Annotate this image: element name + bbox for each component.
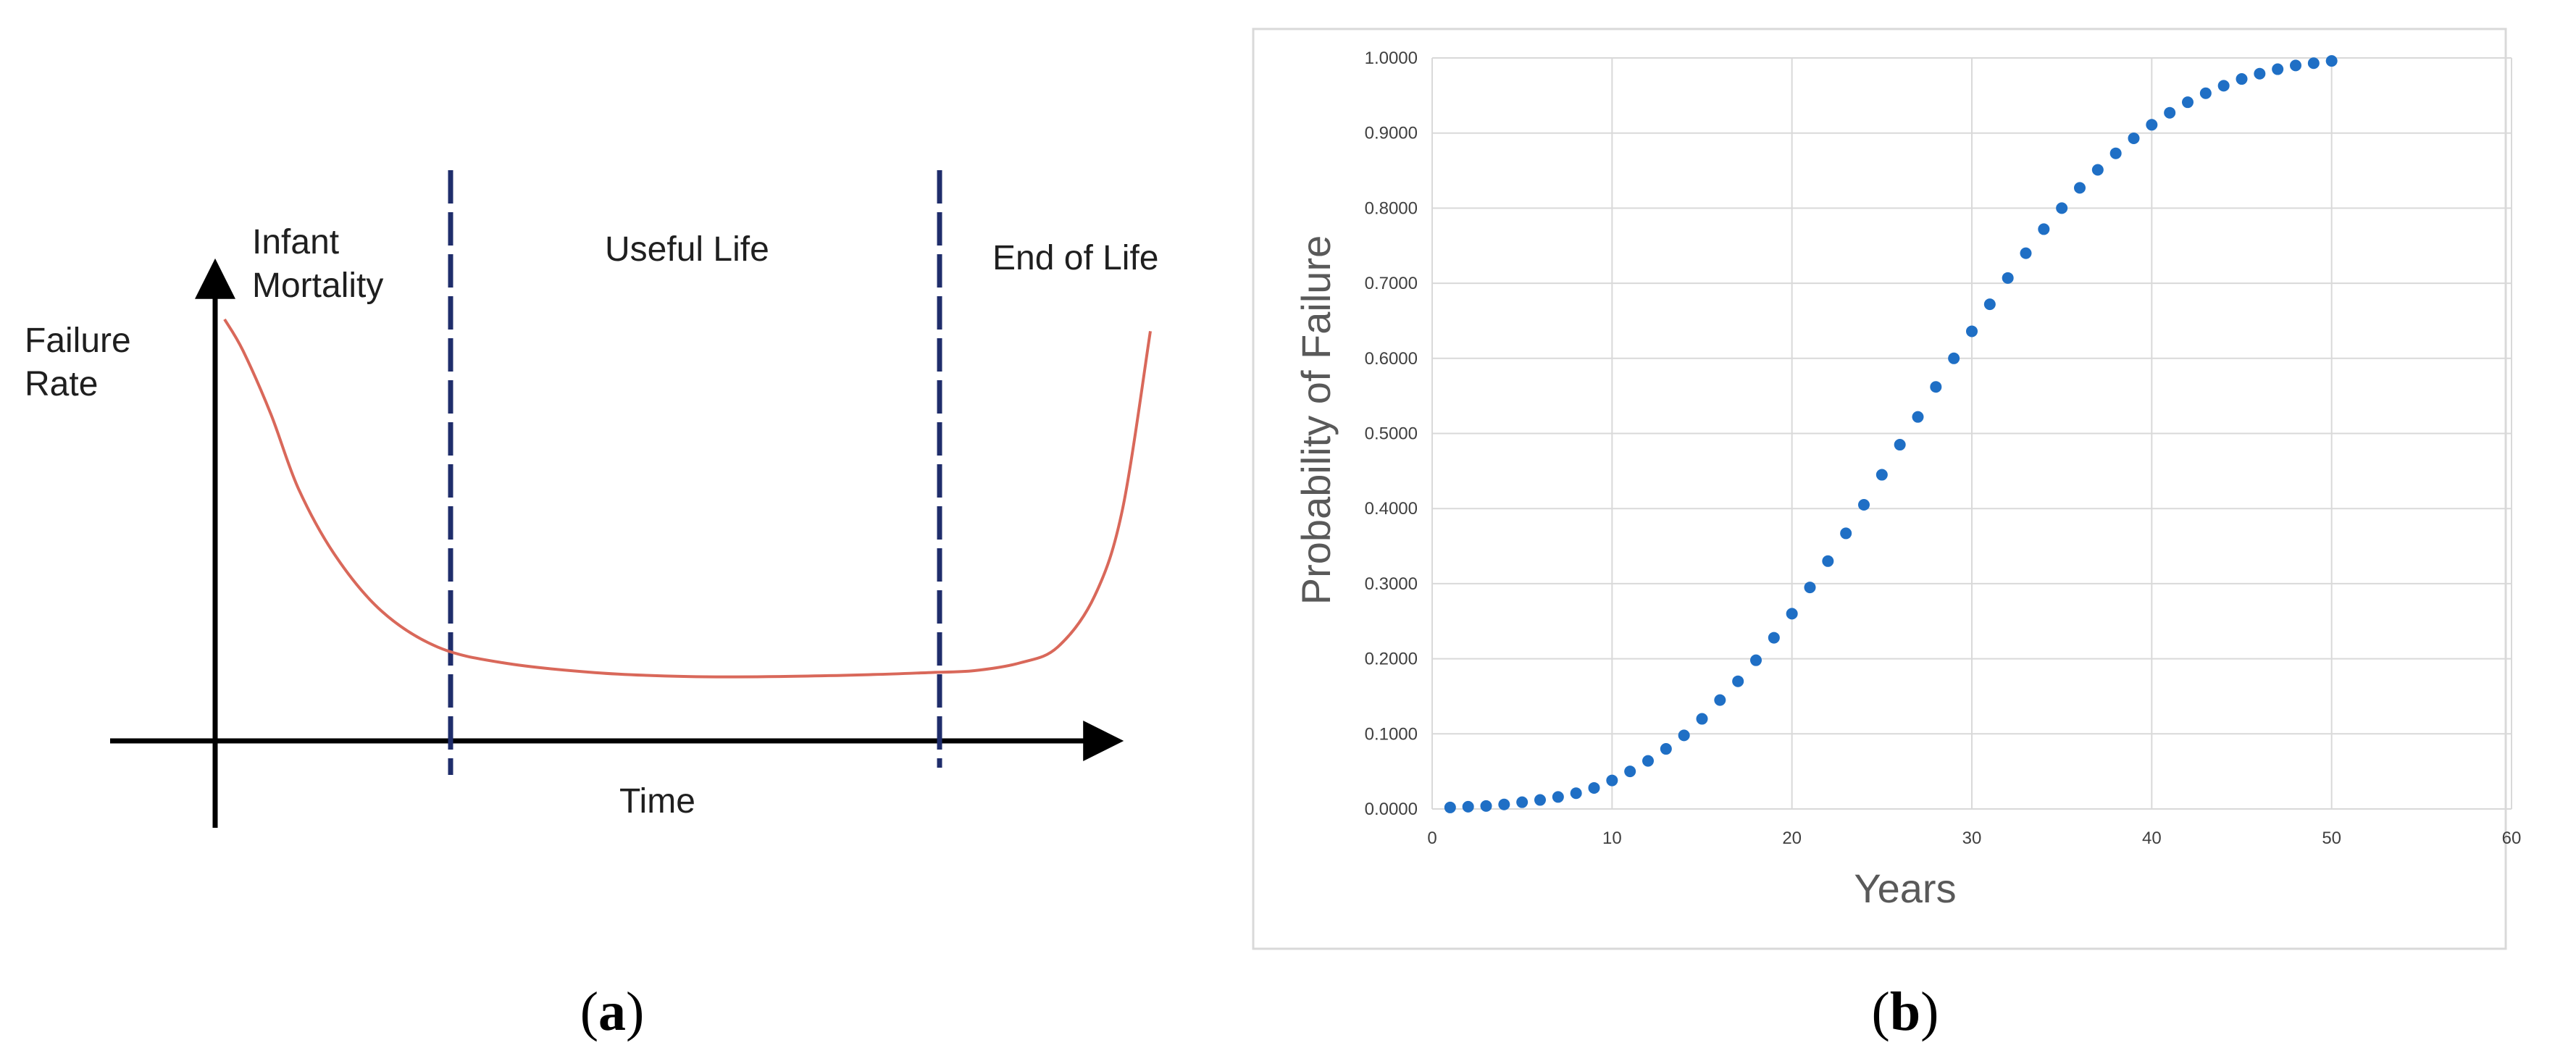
panel-a-y-title-line-1: Failure [25,322,131,360]
panel-b-y-tick-label: 0.5000 [1365,424,1418,444]
panel-b-x-tick-labels: 0 10 20 30 40 50 60 [1427,829,2521,848]
panel-b-data-point [1606,774,1618,787]
panel-b-data-point [1696,713,1708,725]
panel-b-data-point [1930,381,1942,393]
panel-b-data-point [1588,781,1600,794]
panel-b-data-point [1822,555,1834,567]
panel-b-y-tick-label: 0.8000 [1365,198,1418,218]
panel-a-label-infant-mortality: Infant Mortality [252,223,383,305]
panel-b-y-tick-label: 0.7000 [1365,274,1418,293]
panel-b-data-point [1750,654,1762,666]
panel-b-data-point [1714,694,1726,706]
panel-b-x-tick-label: 50 [2322,829,2341,848]
panel-b-data-point [1948,352,1960,364]
panel-b-data-point [2254,67,2266,80]
panel-b-x-tick-label: 60 [2502,829,2522,848]
panel-b-y-tick-label: 1.0000 [1365,49,1418,68]
panel-b-y-tick-label: 0.1000 [1365,724,1418,744]
panel-b-scatter-chart: 0 10 20 30 40 50 60 0.00000.10000.20000.30000.… [1252,28,2521,1042]
panel-b-data-point [2074,182,2086,194]
panel-b-x-tick-label: 0 [1427,829,1437,848]
panel-b-data-point [1768,632,1780,644]
panel-a-bathtub-diagram: Failure Rate Infant Mortality Useful Lif… [25,170,1159,1042]
panel-b-data-point [1983,298,1996,311]
panel-a-infant-line-2: Mortality [252,267,383,305]
panel-b-data-point [1642,755,1654,767]
panel-b-data-point [1444,801,1456,813]
panel-b-x-tick-label: 20 [1782,829,1802,848]
panel-b-caption-letter: b [1890,981,1920,1042]
panel-b-data-point [2325,55,2338,67]
panel-b-data-point [1480,800,1492,812]
panel-b-data-point [1840,527,1852,540]
panel-b-x-tick-label: 30 [1962,829,1982,848]
panel-b-data-point [1516,796,1529,808]
panel-b-y-tick-label: 0.6000 [1365,349,1418,369]
panel-b-gridlines [1431,57,2512,810]
panel-b-caption: (b) [1872,981,1939,1042]
panel-a-caption: (a) [580,981,645,1042]
panel-a-y-axis-title: Failure Rate [25,322,141,403]
panel-b-data-point [2290,59,2301,72]
panel-b-data-point [2091,164,2104,176]
panel-b-y-tick-label: 0.4000 [1365,499,1418,519]
panel-b-data-point [1498,798,1510,810]
panel-b-y-axis-title: Probability of Failure [1293,235,1339,605]
panel-a-label-end-of-life: End of Life [992,239,1159,277]
panel-b-data-point [1786,608,1798,620]
panel-b-x-tick-label: 40 [2142,829,2162,848]
panel-b-data-point [2182,96,2194,109]
panel-a-caption-letter: a [598,981,626,1042]
panel-b-data-point [1804,582,1816,594]
panel-b-data-point [1912,411,1924,423]
panel-b-data-point [1732,675,1744,687]
panel-b-data-point [2038,223,2050,235]
panel-b-data-point [2020,247,2032,259]
panel-b-data-point [1966,325,1978,337]
panel-b-data-point [2164,106,2176,119]
panel-b-y-tick-label: 0.3000 [1365,574,1418,594]
panel-b-y-tick-label: 0.2000 [1365,650,1418,669]
panel-b-data-point [1894,439,1906,451]
panel-b-data-point [2002,272,2014,284]
panel-b-data-point [1462,800,1474,813]
panel-b-data-point [1534,794,1546,806]
panel-b-data-point [2307,57,2320,70]
panel-b-data-point [2128,132,2140,144]
panel-b-data-point [1552,791,1564,803]
panel-a-infant-line-1: Infant [252,223,339,261]
panel-b-data-point [1858,499,1870,511]
panel-b-data-points [1444,55,2338,813]
panel-b-data-point [2199,87,2212,99]
panel-b-data-point [1624,766,1636,778]
panel-b-data-point [2217,80,2230,92]
panel-b-data-point [2056,202,2068,214]
panel-a-x-axis-label: Time [619,782,695,821]
panel-b-data-point [1678,729,1690,742]
panel-b-y-tick-label: 0.9000 [1365,124,1418,143]
panel-b-data-point [1875,469,1888,481]
panel-a-failure-rate-curve [223,318,1152,679]
panel-b-data-point [2146,119,2158,131]
panel-b-y-tick-label: 0.0000 [1365,800,1418,819]
panel-a-y-title-line-2: Rate [25,365,98,403]
panel-b-x-tick-label: 10 [1602,829,1622,848]
panel-a-label-useful-life: Useful Life [605,230,769,269]
panel-b-data-point [2236,73,2248,85]
panel-b-data-point [2109,147,2122,159]
panel-b-data-point [1660,743,1672,755]
panel-b-data-point [1570,787,1582,800]
panel-b-x-axis-title: Years [1854,865,1956,911]
panel-b-chart-frame [1252,28,2507,950]
panel-b-data-point [2272,63,2284,75]
panel-b-y-tick-labels: 0.0000 0.1000 0.2000 0.3000 0.4000 0.5000 0.60… [1365,49,1418,819]
